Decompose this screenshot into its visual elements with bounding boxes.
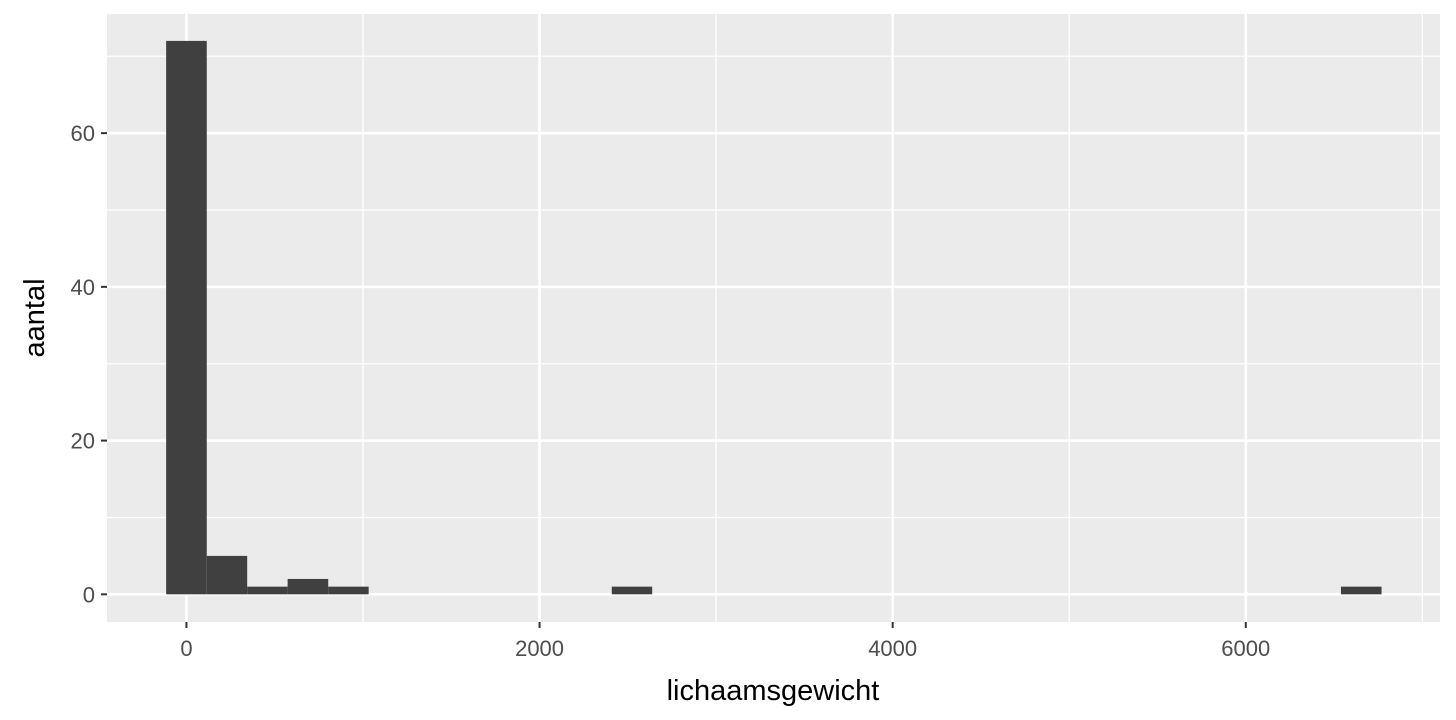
x-axis-ticks: 0 2000 4000 6000 bbox=[180, 622, 1270, 661]
x-tick-label: 4000 bbox=[868, 636, 917, 661]
y-tick-label: 0 bbox=[83, 582, 95, 607]
x-tick-label: 6000 bbox=[1221, 636, 1270, 661]
x-axis-label: lichaamsgewicht bbox=[667, 675, 880, 707]
y-tick-label: 60 bbox=[71, 121, 95, 146]
y-tick-label: 40 bbox=[71, 275, 95, 300]
histogram-bar bbox=[1340, 586, 1382, 595]
y-tick-label: 20 bbox=[71, 429, 95, 454]
y-axis-ticks: 0 20 40 60 bbox=[71, 121, 107, 607]
histogram-bar bbox=[611, 586, 653, 595]
histogram-bar bbox=[247, 586, 288, 595]
histogram-bar bbox=[328, 586, 369, 595]
histogram-bar bbox=[166, 40, 207, 595]
histogram-bar bbox=[287, 578, 329, 595]
panel-background bbox=[107, 14, 1440, 622]
bars bbox=[166, 40, 1382, 595]
x-tick-label: 0 bbox=[180, 636, 192, 661]
x-tick-label: 2000 bbox=[515, 636, 564, 661]
histogram-bar bbox=[206, 555, 248, 595]
y-axis-label: aantal bbox=[19, 278, 51, 357]
gridlines bbox=[107, 14, 1440, 622]
